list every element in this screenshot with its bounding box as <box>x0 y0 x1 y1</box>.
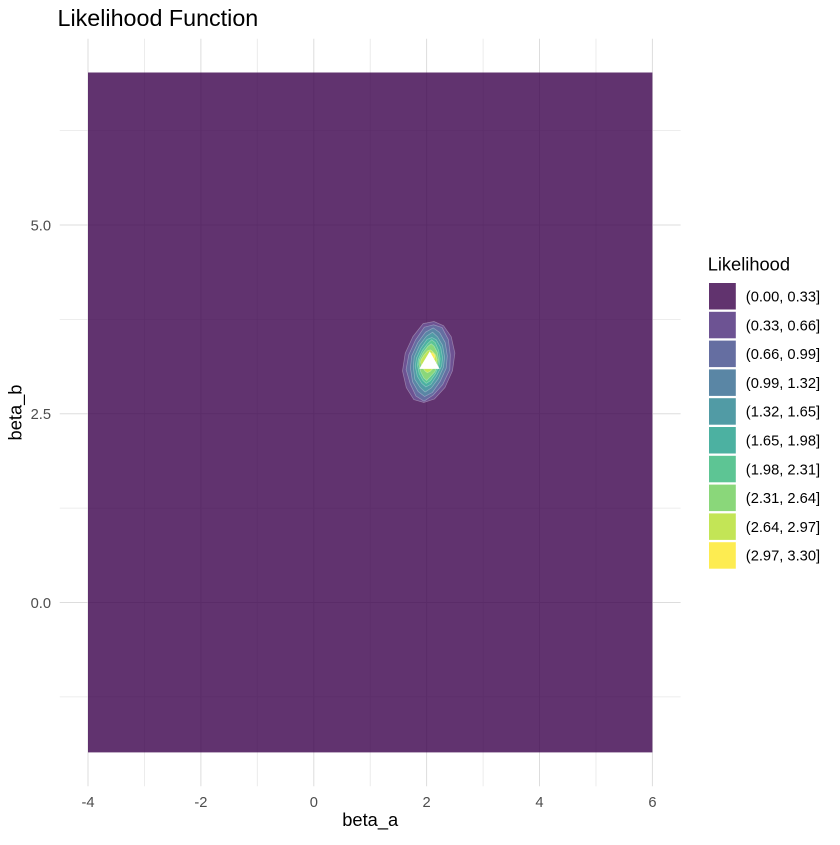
svg-text:(0.00, 0.33]: (0.00, 0.33] <box>746 290 820 306</box>
svg-text:Likelihood Function: Likelihood Function <box>58 5 259 31</box>
svg-text:6: 6 <box>648 795 656 811</box>
svg-text:(0.33, 0.66]: (0.33, 0.66] <box>746 318 820 334</box>
svg-text:0: 0 <box>310 795 318 811</box>
svg-text:beta_b: beta_b <box>5 385 27 441</box>
svg-text:(1.98, 2.31]: (1.98, 2.31] <box>746 462 820 478</box>
svg-text:(0.66, 0.99]: (0.66, 0.99] <box>746 347 820 363</box>
svg-text:2: 2 <box>423 795 431 811</box>
svg-text:2.5: 2.5 <box>31 407 51 423</box>
svg-text:4: 4 <box>535 795 543 811</box>
svg-text:(2.31, 2.64]: (2.31, 2.64] <box>746 491 820 507</box>
svg-text:(0.99, 1.32]: (0.99, 1.32] <box>746 376 820 392</box>
svg-text:(2.97, 3.30]: (2.97, 3.30] <box>746 549 820 565</box>
svg-text:(1.32, 1.65]: (1.32, 1.65] <box>746 405 820 421</box>
svg-text:-4: -4 <box>81 795 94 811</box>
svg-text:Likelihood: Likelihood <box>708 253 790 274</box>
svg-text:(1.65, 1.98]: (1.65, 1.98] <box>746 434 820 450</box>
svg-text:-2: -2 <box>194 795 207 811</box>
svg-text:(2.64, 2.97]: (2.64, 2.97] <box>746 520 820 536</box>
svg-text:5.0: 5.0 <box>31 218 51 234</box>
svg-text:beta_a: beta_a <box>342 809 399 831</box>
svg-text:0.0: 0.0 <box>31 596 51 612</box>
